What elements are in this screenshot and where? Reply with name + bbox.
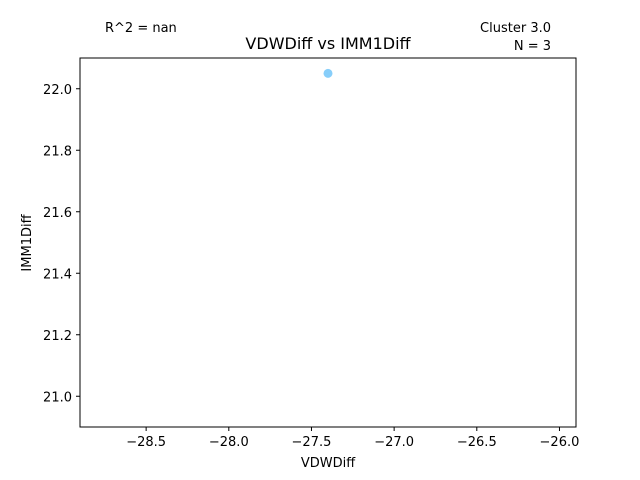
points-layer [323,68,333,78]
y-tick-label: 21.4 [43,267,72,282]
x-tick-label: −28.5 [126,435,166,450]
r-squared-annotation: R^2 = nan [105,21,177,36]
x-axis-ticks: −28.5 −28.0 −27.5 −27.0 −26.5 −26.0 [126,427,579,450]
plot-frame [79,57,577,428]
x-axis-label: VDWDiff [301,456,356,471]
x-tick-label: −27.5 [292,435,332,450]
y-tick-label: 21.6 [43,206,72,221]
cluster-annotation: Cluster 3.0 [480,21,551,36]
y-tick-label: 21.2 [43,329,72,344]
data-point-0 [323,68,333,78]
y-axis-ticks: 21.0 21.2 21.4 21.6 21.8 22.0 [43,83,80,405]
y-tick-label: 21.8 [43,144,72,159]
x-tick-label: −26.0 [540,435,580,450]
x-tick-label: −26.5 [457,435,497,450]
y-tick-label: 21.0 [43,390,72,405]
y-axis-label: IMM1Diff [20,213,35,271]
plot-area [79,57,577,428]
chart-title: VDWDiff vs IMM1Diff [245,34,411,53]
y-tick-label: 22.0 [43,83,72,98]
n-annotation: N = 3 [514,39,551,54]
x-tick-label: −28.0 [209,435,249,450]
x-tick-label: −27.0 [374,435,414,450]
